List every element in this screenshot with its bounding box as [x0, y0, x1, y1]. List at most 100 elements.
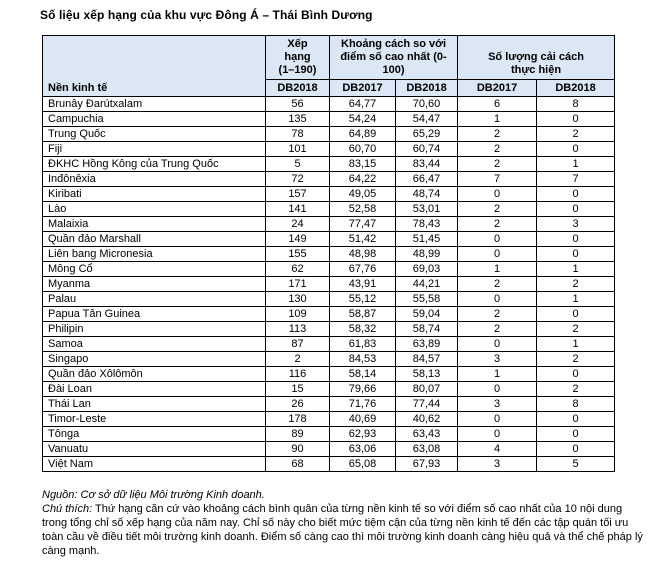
dtf-db2017-cell: 63,06	[329, 441, 396, 457]
dtf-db2017-cell: 49,05	[329, 186, 396, 202]
reforms-db2018-cell: 2	[536, 351, 616, 367]
economy-cell: Liên bang Micronesia	[42, 246, 266, 262]
rank-db2018-cell: 113	[265, 321, 330, 337]
reforms-db2018-cell: 0	[536, 186, 616, 202]
economy-cell: Malaixia	[42, 216, 266, 232]
reforms-db2018-cell: 2	[536, 321, 616, 337]
table-row: Thái Lan 26 71,76 77,44 3 8	[42, 396, 616, 412]
reforms-db2017-cell: 4	[457, 441, 538, 457]
economy-cell: Timor-Leste	[42, 411, 266, 427]
header-sub-row: DB2018 DB2017 DB2018 DB2017 DB2018	[43, 79, 616, 97]
dtf-db2018-cell: 70,60	[394, 96, 459, 112]
rank-db2018-cell: 149	[265, 231, 330, 247]
dtf-db2018-cell: 67,93	[394, 456, 459, 472]
header-reforms-db2018: DB2018	[536, 79, 616, 97]
dtf-db2018-cell: 77,44	[394, 396, 459, 412]
dtf-db2017-cell: 64,89	[329, 126, 396, 142]
reforms-db2018-cell: 1	[536, 261, 616, 277]
reforms-db2017-cell: 0	[457, 381, 538, 397]
economy-cell: Inđônêxia	[42, 171, 266, 187]
rank-db2018-cell: 56	[265, 96, 330, 112]
dtf-db2018-cell: 48,99	[394, 246, 459, 262]
document-page: Số liệu xếp hạng của khu vực Đông Á – Th…	[40, 8, 648, 558]
reforms-db2017-cell: 2	[457, 306, 538, 322]
dtf-db2017-cell: 64,77	[329, 96, 396, 112]
dtf-db2017-cell: 61,83	[329, 336, 396, 352]
table-row: Inđônêxia 72 64,22 66,47 7 7	[42, 171, 616, 187]
rank-db2018-cell: 78	[265, 126, 330, 142]
table-row: Liên bang Micronesia 155 48,98 48,99 0 0	[42, 246, 616, 262]
header-reforms-group: Số lượng cải cách thực hiện	[457, 35, 616, 80]
footnotes: Nguồn: Cơ sở dữ liệu Môi trường Kinh doa…	[42, 488, 648, 558]
dtf-db2018-cell: 40,62	[394, 411, 459, 427]
dtf-db2018-cell: 59,04	[394, 306, 459, 322]
header-reforms-db2017: DB2017	[457, 79, 538, 97]
economy-cell: Tônga	[42, 426, 266, 442]
reforms-db2018-cell: 5	[536, 456, 616, 472]
economy-cell: Singapo	[42, 351, 266, 367]
dtf-db2018-cell: 83,44	[394, 156, 459, 172]
rank-db2018-cell: 24	[265, 216, 330, 232]
table-row: Brunây Đarútxalam 56 64,77 70,60 6 8	[42, 96, 616, 112]
reforms-db2018-cell: 7	[536, 171, 616, 187]
dtf-db2017-cell: 65,08	[329, 456, 396, 472]
dtf-db2018-cell: 80,07	[394, 381, 459, 397]
table-row: Trung Quốc 78 64,89 65,29 2 2	[42, 126, 616, 142]
economy-cell: Việt Nam	[42, 456, 266, 472]
table-row: Tônga 89 62,93 63,43 0 0	[42, 426, 616, 442]
reforms-db2017-cell: 0	[457, 426, 538, 442]
page-title: Số liệu xếp hạng của khu vực Đông Á – Th…	[40, 8, 373, 22]
header-economy: Nền kinh tế	[42, 35, 266, 97]
table-row: Quần đảo Xôlômôn 116 58,14 58,13 1 0	[42, 366, 616, 382]
table-row: Lào 141 52,58 53,01 2 0	[42, 201, 616, 217]
dtf-db2018-cell: 66,47	[394, 171, 459, 187]
dtf-db2017-cell: 77,47	[329, 216, 396, 232]
dtf-db2017-cell: 43,91	[329, 276, 396, 292]
economy-cell: Papua Tân Guinea	[42, 306, 266, 322]
dtf-db2017-cell: 62,93	[329, 426, 396, 442]
rank-db2018-cell: 15	[265, 381, 330, 397]
rank-db2018-cell: 26	[265, 396, 330, 412]
rank-db2018-cell: 178	[265, 411, 330, 427]
dtf-db2017-cell: 48,98	[329, 246, 396, 262]
reforms-db2018-cell: 2	[536, 126, 616, 142]
reforms-db2017-cell: 2	[457, 156, 538, 172]
rank-db2018-cell: 171	[265, 276, 330, 292]
reforms-db2018-cell: 0	[536, 441, 616, 457]
economy-cell: Campuchia	[42, 111, 266, 127]
rank-db2018-cell: 141	[265, 201, 330, 217]
dtf-db2017-cell: 52,58	[329, 201, 396, 217]
economy-cell: Vanuatu	[42, 441, 266, 457]
source-note: Nguồn: Cơ sở dữ liệu Môi trường Kinh doa…	[42, 488, 648, 502]
header-dtf-group: Khoảng cách so với điểm số cao nhất (0- …	[328, 35, 459, 80]
reforms-db2018-cell: 0	[536, 201, 616, 217]
reforms-db2017-cell: 2	[457, 321, 538, 337]
rank-db2018-cell: 68	[265, 456, 330, 472]
table-row: Singapo 2 84,53 84,57 3 2	[42, 351, 616, 367]
header-rank-group: Xếp hạng (1–190)	[265, 35, 330, 80]
dtf-db2017-cell: 54,24	[329, 111, 396, 127]
reforms-db2018-cell: 1	[536, 291, 616, 307]
dtf-db2017-cell: 67,76	[329, 261, 396, 277]
reforms-db2017-cell: 1	[457, 366, 538, 382]
rank-db2018-cell: 130	[265, 291, 330, 307]
table-row: Mông Cổ 62 67,76 69,03 1 1	[42, 261, 616, 277]
rank-db2018-cell: 90	[265, 441, 330, 457]
source-label: Nguồn:	[42, 489, 78, 501]
economy-cell: Mông Cổ	[42, 261, 266, 277]
dtf-db2018-cell: 63,08	[394, 441, 459, 457]
dtf-db2017-cell: 58,14	[329, 366, 396, 382]
economy-cell: Lào	[42, 201, 266, 217]
economy-cell: Thái Lan	[42, 396, 266, 412]
dtf-db2017-cell: 83,15	[329, 156, 396, 172]
rank-db2018-cell: 87	[265, 336, 330, 352]
dtf-db2017-cell: 58,87	[329, 306, 396, 322]
reforms-db2018-cell: 3	[536, 216, 616, 232]
economy-cell: Đài Loan	[42, 381, 266, 397]
economy-cell: Myanma	[42, 276, 266, 292]
economy-cell: Brunây Đarútxalam	[42, 96, 266, 112]
reforms-db2018-cell: 2	[536, 276, 616, 292]
reforms-db2018-cell: 0	[536, 426, 616, 442]
reforms-db2018-cell: 0	[536, 231, 616, 247]
economy-cell: Quần đảo Marshall	[42, 231, 266, 247]
